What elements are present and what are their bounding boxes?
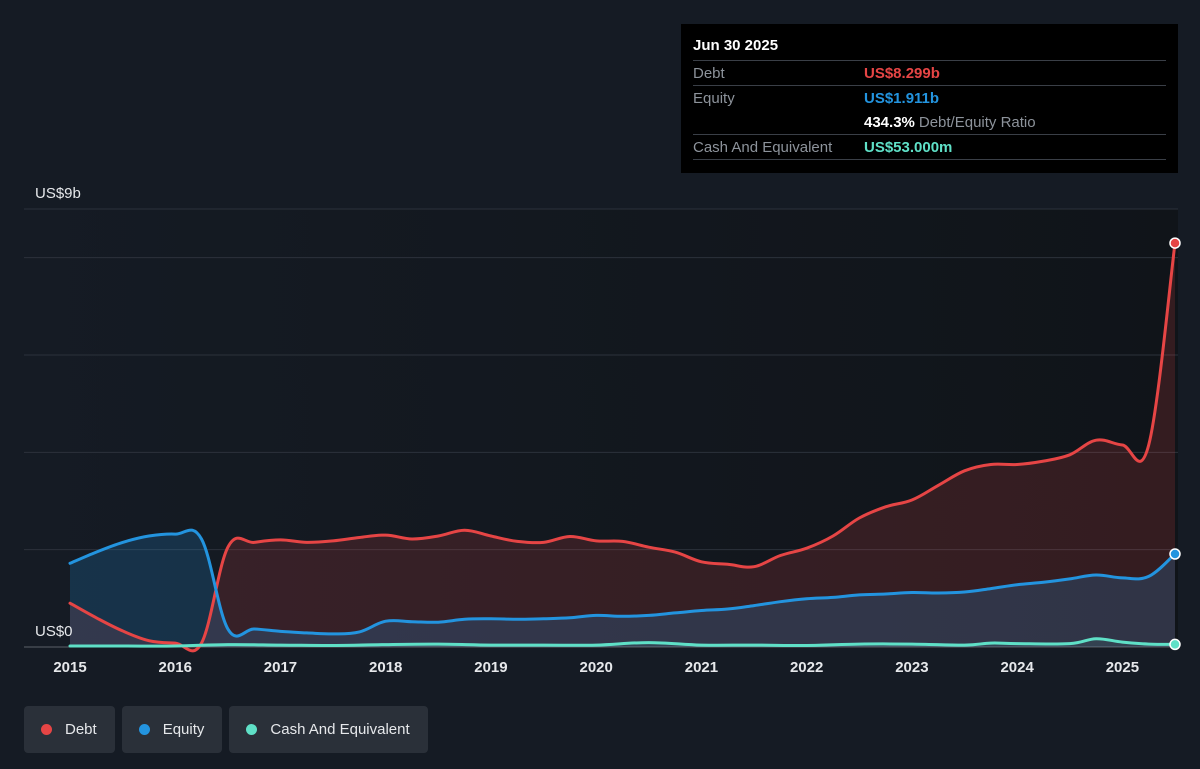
legend-label-debt: Debt bbox=[65, 721, 97, 738]
tooltip-ratio-row: 434.3% Debt/Equity Ratio bbox=[693, 110, 1166, 134]
legend-dot-cash bbox=[246, 724, 258, 735]
x-tick-label: 2015 bbox=[53, 659, 86, 676]
x-tick-label: 2022 bbox=[790, 659, 823, 676]
grid bbox=[24, 208, 1178, 648]
plot-background bbox=[24, 209, 1178, 648]
x-tick-label: 2025 bbox=[1106, 659, 1139, 676]
tooltip-cash-label: Cash And Equivalent bbox=[693, 138, 833, 156]
x-axis-ticks: 2015 2016 2017 2018 2019 2020 2021 2022 2023 2024… bbox=[53, 659, 1139, 676]
legend-dot-equity bbox=[138, 724, 150, 735]
x-tick-label: 2021 bbox=[685, 659, 718, 676]
legend-label-equity: Equity bbox=[162, 721, 205, 738]
equity-end-marker bbox=[1169, 548, 1181, 560]
legend-item-equity[interactable]: Equity bbox=[121, 706, 223, 753]
debt-end-marker bbox=[1169, 237, 1181, 249]
equity-area bbox=[70, 530, 1175, 647]
legend: Debt Equity Cash And Equivalent bbox=[24, 706, 428, 753]
cash-and-equivalent-line bbox=[68, 637, 1177, 648]
cash-and-equivalent-end-marker bbox=[1169, 638, 1181, 651]
debt-area bbox=[70, 243, 1175, 651]
tooltip-ratio-value: 434.3% bbox=[864, 113, 915, 131]
legend-item-debt[interactable]: Debt bbox=[24, 706, 115, 753]
tooltip-cash-value: US$53.000m bbox=[864, 138, 953, 156]
legend-label-cash: Cash And Equivalent bbox=[270, 721, 410, 738]
tooltip-debt-row: Debt US$8.299b bbox=[693, 60, 1166, 85]
series-end-markers bbox=[1169, 237, 1181, 651]
tooltip-panel: Jun 30 2025 Debt US$8.299b Equity US$1.9… bbox=[681, 24, 1178, 173]
tooltip-debt-label: Debt bbox=[693, 64, 725, 82]
debt-line bbox=[68, 241, 1177, 653]
x-tick-label: 2024 bbox=[1000, 659, 1034, 676]
x-tick-label: 2019 bbox=[474, 659, 507, 676]
x-tick-label: 2017 bbox=[264, 659, 297, 676]
x-tick-label: 2016 bbox=[159, 659, 192, 676]
tooltip-date: Jun 30 2025 bbox=[693, 37, 779, 54]
legend-dot-debt bbox=[41, 724, 52, 735]
x-tick-label: 2020 bbox=[580, 659, 613, 676]
tooltip-ratio-label: Debt/Equity Ratio bbox=[918, 113, 1036, 131]
equity-line bbox=[68, 528, 1177, 638]
series-lines bbox=[68, 241, 1177, 653]
x-tick-label: 2018 bbox=[369, 659, 402, 676]
x-tick-label: 2023 bbox=[895, 659, 928, 676]
tooltip-equity-value: US$1.911b bbox=[864, 89, 940, 107]
tooltip-debt-value: US$8.299b bbox=[864, 64, 940, 82]
y-axis-bottom-label: US$0 bbox=[35, 623, 73, 640]
tooltip-equity-label: Equity bbox=[693, 89, 735, 107]
tooltip-cash-row: Cash And Equivalent US$53.000m bbox=[693, 134, 1166, 160]
tooltip-equity-row: Equity US$1.911b bbox=[693, 85, 1166, 110]
y-axis-top-label: US$9b bbox=[35, 185, 81, 202]
legend-item-cash[interactable]: Cash And Equivalent bbox=[229, 706, 428, 753]
